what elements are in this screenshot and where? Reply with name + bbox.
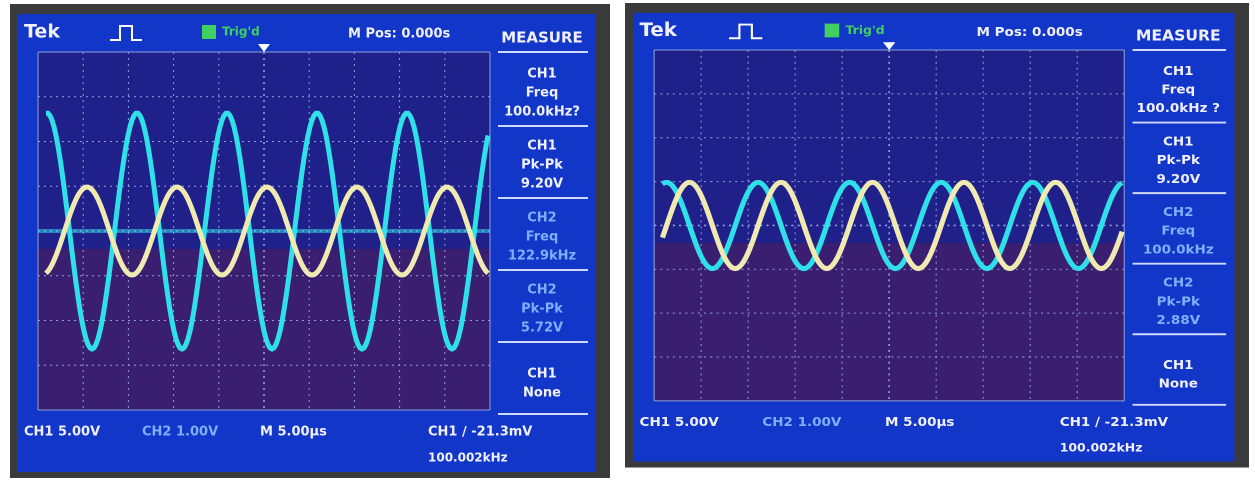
measure-text: None (523, 386, 561, 401)
measure-text: CH1 (1163, 64, 1194, 79)
measure-text: Freq (526, 230, 559, 245)
measure-text: 122.9kHz (508, 249, 576, 264)
trigger-status: Trig'd (222, 25, 260, 39)
measure-text: 2.88V (1156, 313, 1201, 328)
measure-text: Freq (526, 86, 559, 101)
measure-title: MEASURE (1136, 27, 1221, 44)
measure-text: CH2 (1163, 205, 1194, 220)
ch1-scale: CH1 5.00V (640, 415, 720, 430)
measure-text: 100.0kHz? (504, 105, 580, 120)
brand: Tek (24, 21, 60, 43)
measure-text: Freq (1161, 224, 1195, 239)
measure-text: CH2 (1163, 276, 1194, 291)
oscilloscope: Tek Trig'd M Pos: 0.000s MEASURE CH1 Freq 100.… (10, 4, 610, 478)
trigger-level: CH1 ∕ -21.3mV (428, 425, 532, 440)
ch1-scale: CH1 5.00V (24, 425, 100, 440)
measure-text: Pk-Pk (521, 158, 563, 173)
measure-text: 5.72V (521, 321, 563, 336)
frequency: 100.002kHz (1060, 441, 1143, 455)
frequency: 100.002kHz (428, 451, 508, 465)
photo: Tek Trig'd M Pos: 0.000s MEASURE CH1 Freq 100.… (0, 0, 1255, 482)
measure-text: Freq (1161, 83, 1195, 98)
measure-text: 9.20V (521, 177, 563, 192)
measure-text: CH1 (527, 67, 556, 82)
time-scale: M 5.00µs (260, 425, 327, 440)
measure-text: 9.20V (1156, 172, 1201, 187)
ch2-scale: CH2 1.00V (762, 415, 842, 430)
measure-text: None (1159, 377, 1198, 392)
measure-text: Pk-Pk (1157, 154, 1201, 169)
trigger-level: CH1 ∕ -21.3mV (1060, 415, 1169, 430)
measure-text: 100.0kHz (1143, 243, 1214, 258)
measure-title: MEASURE (501, 29, 583, 47)
trigger-icon (825, 24, 840, 38)
time-scale: M 5.00µs (885, 415, 955, 430)
measure-text: Pk-Pk (1157, 295, 1201, 310)
ch2-scale: CH2 1.00V (142, 425, 218, 440)
trigger-icon (202, 25, 216, 39)
brand: Tek (640, 18, 679, 40)
measure-text: CH1 (1163, 135, 1194, 150)
measure-text: CH2 (527, 211, 556, 226)
oscilloscope: Tek Trig'd M Pos: 0.000s MEASURE CH1 Freq 100.… (625, 3, 1249, 468)
position: M Pos: 0.000s (977, 25, 1083, 40)
measure-text: Pk-Pk (521, 302, 563, 317)
position: M Pos: 0.000s (348, 27, 451, 42)
measure-text: CH1 (527, 139, 556, 154)
measure-text: 100.0kHz ? (1137, 102, 1220, 117)
measure-text: CH1 (527, 367, 556, 382)
measure-text: CH1 (1163, 358, 1194, 373)
measure-text: CH2 (527, 283, 556, 298)
trigger-status: Trig'd (845, 23, 884, 37)
